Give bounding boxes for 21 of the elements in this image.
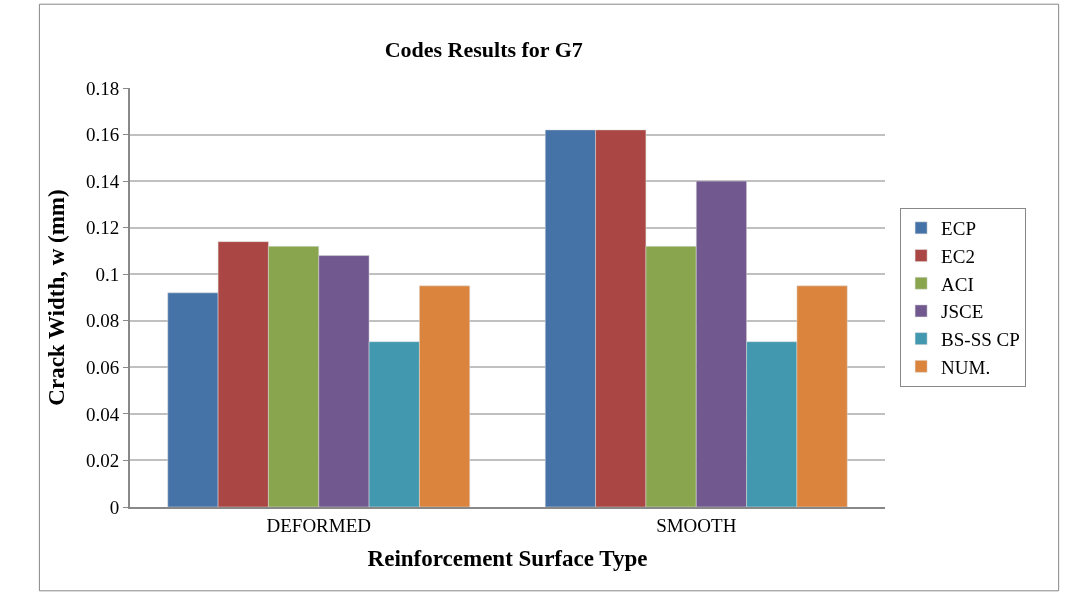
legend-label: NUM. xyxy=(941,356,991,378)
x-axis-title: Reinforcement Surface Type xyxy=(367,545,648,571)
legend-label: EC2 xyxy=(941,245,975,267)
legend-label: JSCE xyxy=(941,301,984,323)
y-tick-label: 0.16 xyxy=(85,124,120,146)
legend-label: ECP xyxy=(941,218,976,240)
y-tick-label: 0.18 xyxy=(85,77,120,99)
y-tick-label: 0.06 xyxy=(85,356,120,378)
y-tick-label: 0.1 xyxy=(95,263,120,285)
x-tick-label: DEFORMED xyxy=(266,514,372,536)
y-tick-label: 0 xyxy=(109,496,120,518)
y-axis-title: Crack Width, w (mm) xyxy=(43,189,69,406)
y-tick-label: 0.14 xyxy=(85,170,120,192)
chart-title: Codes Results for G7 xyxy=(384,37,583,63)
legend-label: ACI xyxy=(941,273,974,295)
y-tick-label: 0.08 xyxy=(85,310,120,332)
y-tick-label: 0.02 xyxy=(85,450,120,472)
x-tick-label: SMOOTH xyxy=(656,514,737,536)
y-tick-label: 0.04 xyxy=(85,403,120,425)
y-tick-label: 0.12 xyxy=(85,217,120,239)
legend-label: BS-SS CP xyxy=(941,329,1020,351)
